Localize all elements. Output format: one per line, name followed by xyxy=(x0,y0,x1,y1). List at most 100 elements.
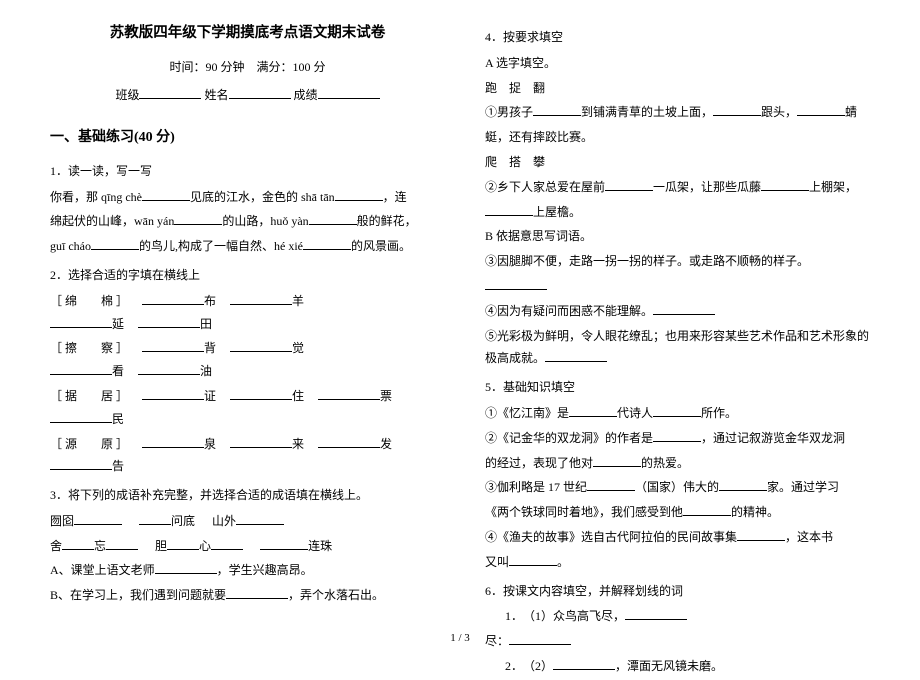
q2-r2c: 觉 xyxy=(292,341,304,355)
blank[interactable] xyxy=(167,537,199,550)
blank[interactable] xyxy=(230,292,292,305)
q4-a-l2d: 蜻 xyxy=(845,105,857,119)
subtitle: 时间：90 分钟 满分：100 分 xyxy=(50,56,445,79)
blank[interactable] xyxy=(485,277,547,290)
blank[interactable] xyxy=(230,387,292,400)
blank[interactable] xyxy=(593,454,641,467)
blank[interactable] xyxy=(485,203,533,216)
q6-l3t: 2． （2） xyxy=(505,659,553,673)
q2-r2: ［ 擦 察 ］背觉 看油 xyxy=(50,337,445,383)
blank[interactable] xyxy=(653,302,715,315)
blank[interactable] xyxy=(569,404,617,417)
blank[interactable] xyxy=(797,103,845,116)
q1-l1c: ，连 xyxy=(383,190,407,204)
blank[interactable] xyxy=(545,349,607,362)
q3-r2c: 胆 xyxy=(155,539,167,553)
blank[interactable] xyxy=(155,561,217,574)
blank[interactable] xyxy=(737,528,785,541)
blank[interactable] xyxy=(142,188,190,201)
blank[interactable] xyxy=(230,435,292,448)
blank[interactable] xyxy=(50,457,112,470)
q2-r1a: ［ 绵 棉 ］ xyxy=(50,294,128,308)
q3-r4: B、在学习上，我们遇到问题就要，弄个水落石出。 xyxy=(50,584,445,607)
blank[interactable] xyxy=(142,387,204,400)
name-blank[interactable] xyxy=(229,86,291,99)
blank[interactable] xyxy=(138,362,200,375)
blank[interactable] xyxy=(142,435,204,448)
q6-l3b: ，潭面无风镜未磨。 xyxy=(615,659,723,673)
blank[interactable] xyxy=(683,503,731,516)
blank[interactable] xyxy=(605,178,653,191)
q4-b-l3t: ④因为有疑问而困惑不能理解。 xyxy=(485,304,653,318)
info-line: 班级 姓名 成绩 xyxy=(50,84,445,107)
q2-r4: ［ 源 原 ］泉来发 告 xyxy=(50,433,445,479)
blank[interactable] xyxy=(142,339,204,352)
blank[interactable] xyxy=(74,512,122,525)
blank[interactable] xyxy=(138,315,200,328)
blank[interactable] xyxy=(335,188,383,201)
blank[interactable] xyxy=(318,435,380,448)
section1-heading: 一、基础练习(40 分) xyxy=(50,125,445,152)
q1-l1a: 你看，那 qīng chè xyxy=(50,190,142,204)
q1-line1: 你看，那 qīng chè见底的江水，金色的 shā tān，连 xyxy=(50,186,445,209)
q2-r4a: ［ 源 原 ］ xyxy=(50,437,128,451)
blank[interactable] xyxy=(761,178,809,191)
score-label: 成绩 xyxy=(294,88,318,102)
blank[interactable] xyxy=(509,553,557,566)
blank[interactable] xyxy=(533,103,581,116)
blank[interactable] xyxy=(719,478,767,491)
q2-r1c: 羊 xyxy=(292,294,304,308)
q4-b-l3: ④因为有疑问而困惑不能理解。 xyxy=(485,300,880,323)
q5-l1a: ①《忆江南》是 xyxy=(485,406,569,420)
q3-r2d: 心 xyxy=(199,539,211,553)
q6-l1t: 1． （1）众鸟高飞尽， xyxy=(505,609,625,623)
blank[interactable] xyxy=(211,537,243,550)
blank[interactable] xyxy=(226,586,288,599)
q1-l3b: 的鸟儿,构成了一幅自然、hé xié xyxy=(139,239,303,253)
blank[interactable] xyxy=(260,537,308,550)
q3-r4a: B、在学习上，我们遇到问题就要 xyxy=(50,588,226,602)
q2-r1d: 延 xyxy=(112,317,124,331)
blank[interactable] xyxy=(713,103,761,116)
q2-r4b: 泉 xyxy=(204,437,216,451)
class-label: 班级 xyxy=(115,88,139,102)
blank[interactable] xyxy=(142,292,204,305)
blank[interactable] xyxy=(230,339,292,352)
q4-a-l2b: 到铺满青草的土坡上面， xyxy=(581,105,713,119)
q3-num: 3．将下列的成语补充完整，并选择合适的成语填在横线上。 xyxy=(50,484,445,507)
blank[interactable] xyxy=(91,237,139,250)
blank[interactable] xyxy=(50,410,112,423)
blank[interactable] xyxy=(303,237,351,250)
q5-l5: 《两个铁球同时着地》，我们感受到他的精神。 xyxy=(485,501,880,524)
q5-l1: ①《忆江南》是代诗人所作。 xyxy=(485,402,880,425)
q5-num: 5．基础知识填空 xyxy=(485,376,880,399)
q1-l3a: guī cháo xyxy=(50,239,91,253)
score-blank[interactable] xyxy=(318,86,380,99)
q3-r3a: A、课堂上语文老师 xyxy=(50,563,155,577)
blank[interactable] xyxy=(106,537,138,550)
blank[interactable] xyxy=(653,429,701,442)
blank[interactable] xyxy=(653,404,701,417)
q2-r2d: 看 xyxy=(112,364,124,378)
blank[interactable] xyxy=(50,315,112,328)
q2-r4e: 告 xyxy=(112,459,124,473)
class-blank[interactable] xyxy=(139,86,201,99)
q5-l7a: 又叫 xyxy=(485,555,509,569)
blank[interactable] xyxy=(236,512,284,525)
q2-r3: ［ 据 居 ］证住票 民 xyxy=(50,385,445,431)
q4-a-l6b: 上屋檐。 xyxy=(533,205,581,219)
blank[interactable] xyxy=(62,537,94,550)
q3-r3: A、课堂上语文老师，学生兴趣高昂。 xyxy=(50,559,445,582)
q5-l6a: ④《渔夫的故事》选自古代阿拉伯的民间故事集 xyxy=(485,530,737,544)
blank[interactable] xyxy=(50,362,112,375)
q4-b-head: B 依据意思写词语。 xyxy=(485,225,880,248)
q4-a-l1: 跑 捉 翻 xyxy=(485,77,880,100)
blank[interactable] xyxy=(139,512,171,525)
blank[interactable] xyxy=(625,607,687,620)
blank[interactable] xyxy=(309,212,357,225)
blank[interactable] xyxy=(587,478,635,491)
blank[interactable] xyxy=(174,212,222,225)
q5-l3b: 的热爱。 xyxy=(641,456,689,470)
blank[interactable] xyxy=(553,657,615,670)
blank[interactable] xyxy=(318,387,380,400)
